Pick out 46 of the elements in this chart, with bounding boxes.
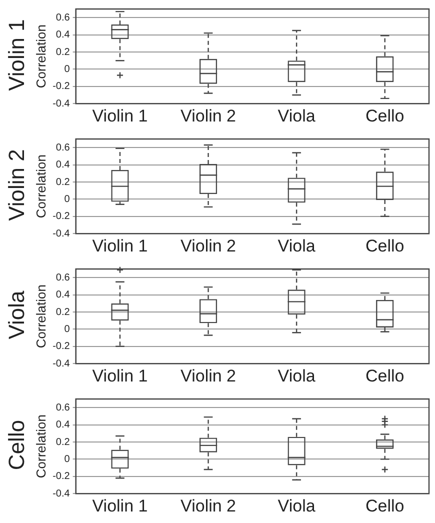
x-tick-label: Cello <box>365 496 404 516</box>
y-tick-label: 0.6 <box>56 272 70 284</box>
x-tick-label: Violin 2 <box>180 236 236 256</box>
y-axis-title: Correlation <box>33 24 48 88</box>
y-tick-label: 0.2 <box>56 176 70 188</box>
x-tick-label: Cello <box>365 106 404 126</box>
y-tick-label: 0.4 <box>56 30 70 41</box>
y-axis-title: Correlation <box>33 414 48 478</box>
x-tick-label: Viola <box>278 106 316 126</box>
y-tick-label: -0.2 <box>52 341 70 352</box>
y-tick-label: 0.4 <box>56 290 70 301</box>
y-tick-label: -0.4 <box>52 358 70 370</box>
x-tick-label: Cello <box>365 236 404 256</box>
y-tick-label: 0.2 <box>56 306 70 318</box>
text: Viola <box>4 290 30 339</box>
y-tick-label: 0.4 <box>56 420 70 431</box>
y-tick-label: 0 <box>64 194 70 205</box>
y-tick-label: -0.4 <box>52 488 70 500</box>
x-tick-label: Violin 2 <box>180 106 236 126</box>
y-tick-label: -0.2 <box>52 211 70 222</box>
y-axis-title: Correlation <box>33 154 48 218</box>
y-tick-label: 0.2 <box>56 46 70 58</box>
x-tick-label: Violin 2 <box>180 496 236 516</box>
x-tick-label: Violin 2 <box>180 366 236 386</box>
x-tick-label: Violin 1 <box>92 236 148 256</box>
x-tick-label: Violin 1 <box>92 366 148 386</box>
y-tick-label: 0 <box>64 324 70 335</box>
x-tick-label: Viola <box>278 236 316 256</box>
y-tick-label: 0.4 <box>56 160 70 171</box>
y-tick-label: -0.2 <box>52 81 70 92</box>
y-tick-label: 0.6 <box>56 12 70 24</box>
y-tick-label: -0.4 <box>52 228 70 240</box>
text: Cello <box>4 420 30 470</box>
x-tick-label: Viola <box>278 366 316 386</box>
y-tick-label: 0.2 <box>56 436 70 448</box>
y-tick-label: -0.2 <box>52 471 70 482</box>
x-tick-label: Cello <box>365 366 404 386</box>
y-tick-label: -0.4 <box>52 98 70 110</box>
x-tick-label: Viola <box>278 496 316 516</box>
y-axis-title: Correlation <box>33 284 48 348</box>
x-tick-label: Violin 1 <box>92 106 148 126</box>
x-tick-label: Violin 1 <box>92 496 148 516</box>
y-tick-label: 0.6 <box>56 142 70 154</box>
y-tick-label: 0 <box>64 454 70 465</box>
y-tick-label: 0 <box>64 64 70 75</box>
y-tick-label: 0.6 <box>56 402 70 414</box>
